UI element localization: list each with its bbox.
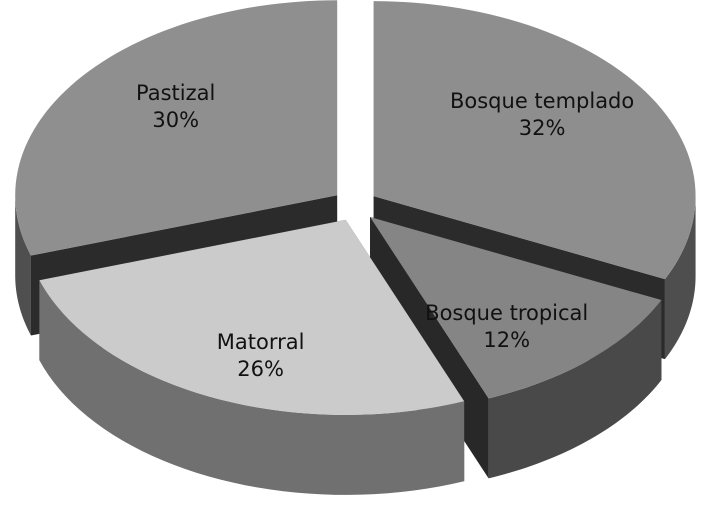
slice-value: 12% xyxy=(483,328,531,353)
slice-label: Bosque templado 32% xyxy=(447,88,637,142)
pie-slice xyxy=(373,1,696,280)
slice-category: Bosque tropical xyxy=(425,301,589,326)
slice-value: 30% xyxy=(152,107,200,132)
slice-category: Pastizal xyxy=(136,80,216,105)
slice-category: Matorral xyxy=(216,330,305,355)
slice-label: Bosque tropical 12% xyxy=(412,300,602,354)
slice-side xyxy=(664,196,696,360)
pie-slice xyxy=(15,0,338,256)
slice-side xyxy=(15,195,31,336)
slice-value: 26% xyxy=(237,357,284,382)
slice-side xyxy=(39,280,465,495)
slice-label: Pastizal 30% xyxy=(81,80,271,134)
slice-label: Matorral 26% xyxy=(166,329,356,383)
pie-slice xyxy=(370,217,662,399)
slice-side xyxy=(488,300,662,479)
slice-category: Bosque templado xyxy=(449,89,635,114)
pie-slice xyxy=(39,219,465,415)
slice-value: 32% xyxy=(518,116,566,141)
